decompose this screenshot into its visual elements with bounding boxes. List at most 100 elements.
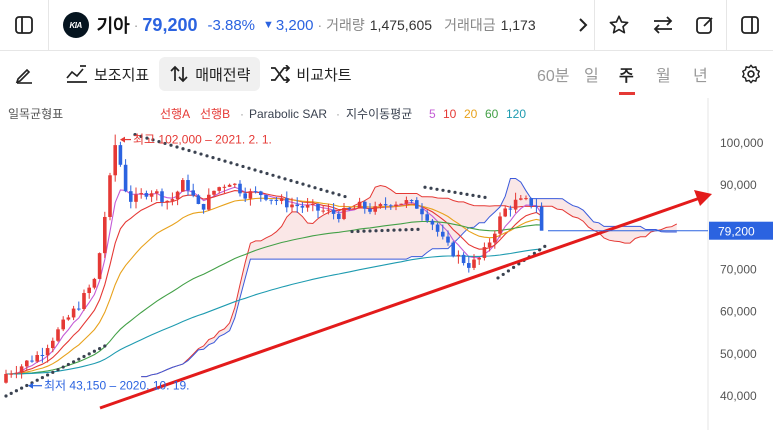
sar-dot-20 bbox=[133, 132, 137, 137]
amount-value: 1,173 bbox=[500, 17, 536, 33]
edit-button[interactable] bbox=[683, 0, 727, 50]
sidebar-right-icon bbox=[741, 16, 760, 34]
sar-dot-8 bbox=[46, 373, 50, 377]
sar-dot-27 bbox=[175, 145, 179, 149]
legend-ema: 지수이동평균 bbox=[346, 107, 412, 121]
candle-body-11 bbox=[61, 319, 65, 330]
sar-dot-32 bbox=[205, 154, 209, 158]
candle-body-59 bbox=[311, 203, 315, 205]
sar-dot-57 bbox=[356, 229, 360, 233]
candle-body-15 bbox=[82, 293, 86, 310]
chart-toolbar: 보조지표 매매전략 비교차트 bbox=[0, 51, 773, 97]
candle-body-35 bbox=[186, 180, 190, 191]
candle-body-76 bbox=[399, 203, 403, 205]
period-day[interactable]: 일 bbox=[584, 68, 599, 85]
candle-body-5 bbox=[30, 360, 34, 362]
candle-body-63 bbox=[331, 209, 336, 214]
sar-dot-13 bbox=[72, 360, 76, 364]
sar-dot-48 bbox=[301, 182, 305, 186]
candle-body-83 bbox=[435, 224, 440, 232]
price-chart[interactable]: 100,00090,00080,00070,00060,00050,00040,… bbox=[0, 98, 773, 430]
span-b-line bbox=[141, 178, 677, 378]
edit-pencil-icon bbox=[695, 17, 713, 34]
candle-body-14 bbox=[77, 308, 81, 310]
candle-body-89 bbox=[467, 263, 471, 268]
candle-body-100 bbox=[524, 198, 528, 200]
candle-body-32 bbox=[170, 199, 175, 201]
period-year[interactable]: 년 bbox=[693, 68, 708, 85]
sidebar-toggle-button[interactable] bbox=[0, 0, 48, 50]
candle-body-78 bbox=[409, 200, 414, 202]
ticker-strip: KIA 기아 · 79,200 -3.88% ▼ 3,200 · 거래량 1,4… bbox=[49, 12, 573, 38]
sar-dot-45 bbox=[283, 177, 287, 181]
sar-dot-35 bbox=[223, 159, 227, 163]
sar-dot-21 bbox=[139, 134, 143, 138]
candle-body-79 bbox=[415, 200, 419, 209]
candle-body-33 bbox=[175, 191, 180, 200]
sar-dot-41 bbox=[259, 170, 263, 174]
period-month[interactable]: 월 bbox=[656, 68, 671, 85]
sar-dot-77 bbox=[477, 194, 481, 198]
chart-canvas[interactable]: 100,00090,00080,00070,00060,00050,00040,… bbox=[0, 98, 773, 430]
high-arrow-head bbox=[120, 136, 125, 143]
high-annotation: 최고 102,000 – 2021. 2. 1. bbox=[133, 133, 272, 147]
amount-label: 거래대금 bbox=[444, 17, 496, 33]
chart-settings-button[interactable] bbox=[728, 51, 773, 97]
period-60min[interactable]: 60분 bbox=[537, 68, 570, 85]
candle-body-74 bbox=[389, 205, 393, 207]
candle-body-66 bbox=[347, 208, 351, 210]
sar-dot-75 bbox=[465, 192, 469, 196]
sar-dot-59 bbox=[368, 229, 372, 233]
candle-body-77 bbox=[404, 200, 409, 204]
legend-sep-2: · bbox=[336, 107, 340, 121]
favorite-button[interactable] bbox=[595, 0, 643, 50]
compare-chart-button[interactable]: 비교차트 bbox=[260, 57, 361, 91]
candle-body-18 bbox=[97, 253, 102, 279]
candle-body-29 bbox=[155, 191, 159, 194]
candle-body-28 bbox=[149, 193, 154, 197]
sar-dot-4 bbox=[25, 383, 29, 388]
legend-ichimoku: 일목균형표 bbox=[8, 107, 63, 121]
candle-body-46 bbox=[243, 193, 247, 199]
candle-body-95 bbox=[498, 216, 502, 234]
legend-ema-20: 20 bbox=[464, 107, 478, 121]
sar-dot-6 bbox=[35, 378, 39, 382]
candle-body-19 bbox=[103, 216, 107, 254]
sar-dot-74 bbox=[459, 191, 463, 195]
candle-body-0 bbox=[4, 373, 8, 383]
draw-tool-button[interactable] bbox=[0, 49, 48, 99]
period-week[interactable]: 주 bbox=[619, 68, 634, 85]
sar-dot-63 bbox=[392, 228, 396, 232]
sar-dot-61 bbox=[380, 228, 384, 233]
trading-strategy-button[interactable]: 매매전략 bbox=[159, 57, 261, 91]
candle-body-20 bbox=[108, 175, 112, 217]
candle-body-45 bbox=[238, 183, 242, 194]
candle-body-21 bbox=[113, 145, 117, 176]
candle-body-97 bbox=[508, 208, 513, 210]
sar-dot-37 bbox=[235, 163, 239, 167]
indicators-button[interactable]: 보조지표 bbox=[56, 57, 159, 91]
candle-body-26 bbox=[139, 193, 143, 195]
sar-dot-44 bbox=[277, 175, 281, 179]
ema-10-line bbox=[5, 190, 542, 375]
ticker-scroll-right-button[interactable] bbox=[573, 0, 595, 50]
candle-body-84 bbox=[441, 231, 445, 237]
sar-dot-76 bbox=[471, 193, 475, 197]
sar-dot-28 bbox=[181, 147, 185, 151]
sar-dot-52 bbox=[325, 189, 329, 193]
legend-sar: Parabolic SAR bbox=[249, 107, 327, 121]
candle-body-7 bbox=[40, 354, 45, 356]
y-tick-0: 100,000 bbox=[720, 136, 764, 150]
swap-button[interactable] bbox=[643, 0, 683, 50]
legend-ema-60: 60 bbox=[485, 107, 499, 121]
low-arrow-head bbox=[28, 382, 33, 389]
sar-dot-66 bbox=[410, 227, 414, 232]
candle-body-6 bbox=[35, 354, 39, 362]
candle-body-51 bbox=[269, 199, 273, 201]
sar-dot-71 bbox=[441, 188, 445, 192]
sar-dot-64 bbox=[398, 228, 402, 232]
candle-body-64 bbox=[337, 213, 341, 219]
panel-toggle-button[interactable] bbox=[727, 0, 773, 50]
change-amount: 3,200 bbox=[275, 16, 314, 34]
current-price: 79,200 bbox=[142, 14, 198, 35]
